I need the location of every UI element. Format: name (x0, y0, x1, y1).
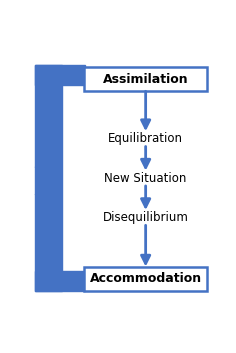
Bar (35, 271, 85, 291)
FancyBboxPatch shape (84, 67, 207, 91)
Polygon shape (35, 178, 62, 195)
Text: Disequilibrium: Disequilibrium (103, 211, 189, 224)
Text: Equilibration: Equilibration (108, 132, 183, 145)
Bar (35, 65, 62, 291)
Text: New Situation: New Situation (105, 172, 187, 185)
FancyBboxPatch shape (84, 267, 207, 291)
Bar (35, 65, 85, 85)
Text: Accommodation: Accommodation (90, 272, 202, 285)
Polygon shape (35, 151, 62, 167)
Text: Assimilation: Assimilation (103, 73, 189, 85)
